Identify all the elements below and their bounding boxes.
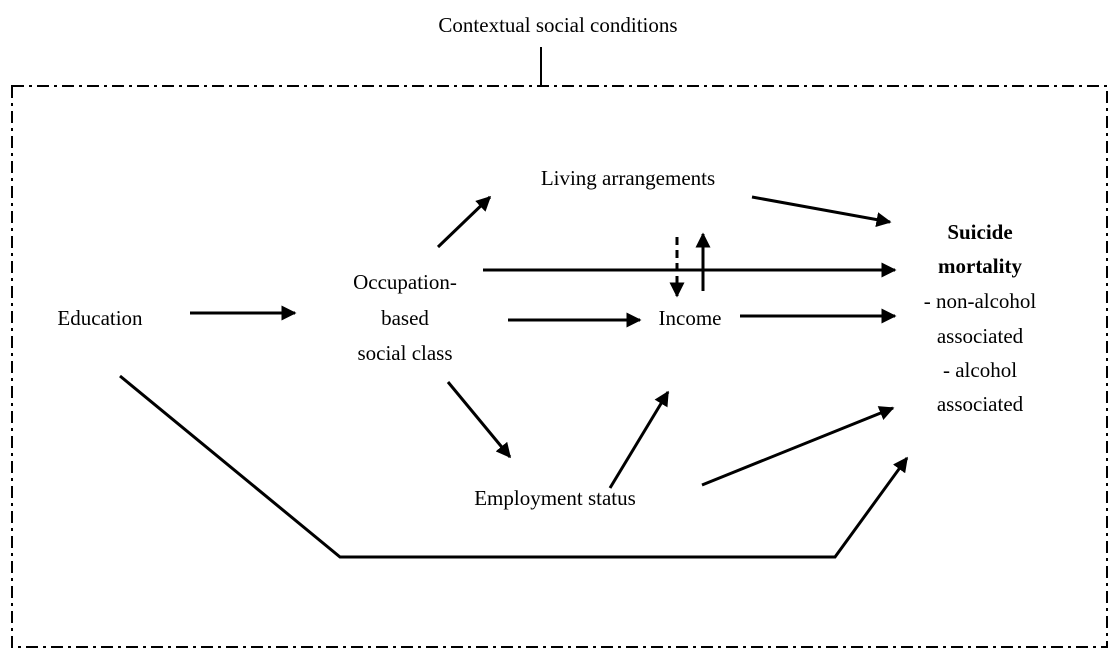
- context-title: Contextual social conditions: [438, 13, 677, 37]
- node-label: Living arrangements: [541, 166, 715, 190]
- arrow: [608, 390, 670, 489]
- node-label: Occupation-: [353, 270, 457, 294]
- outcome-title: Suicide: [947, 220, 1012, 244]
- arrow: [436, 195, 492, 249]
- outcome-line: - non-alcohol: [924, 289, 1037, 313]
- node-label: social class: [357, 341, 452, 365]
- node-label: based: [381, 306, 429, 330]
- arrow: [751, 195, 892, 227]
- outcome-line: associated: [937, 324, 1024, 348]
- arrow: [119, 374, 909, 559]
- outcome-line: - alcohol: [943, 358, 1017, 382]
- outcome-title: mortality: [938, 254, 1022, 278]
- outcome-line: associated: [937, 392, 1024, 416]
- arrow: [446, 381, 512, 459]
- arrows: [119, 195, 909, 559]
- node-label: Employment status: [474, 486, 636, 510]
- arrow: [701, 406, 895, 487]
- context-box: [11, 85, 1108, 648]
- node-label: Income: [659, 306, 722, 330]
- node-label: Education: [57, 306, 143, 330]
